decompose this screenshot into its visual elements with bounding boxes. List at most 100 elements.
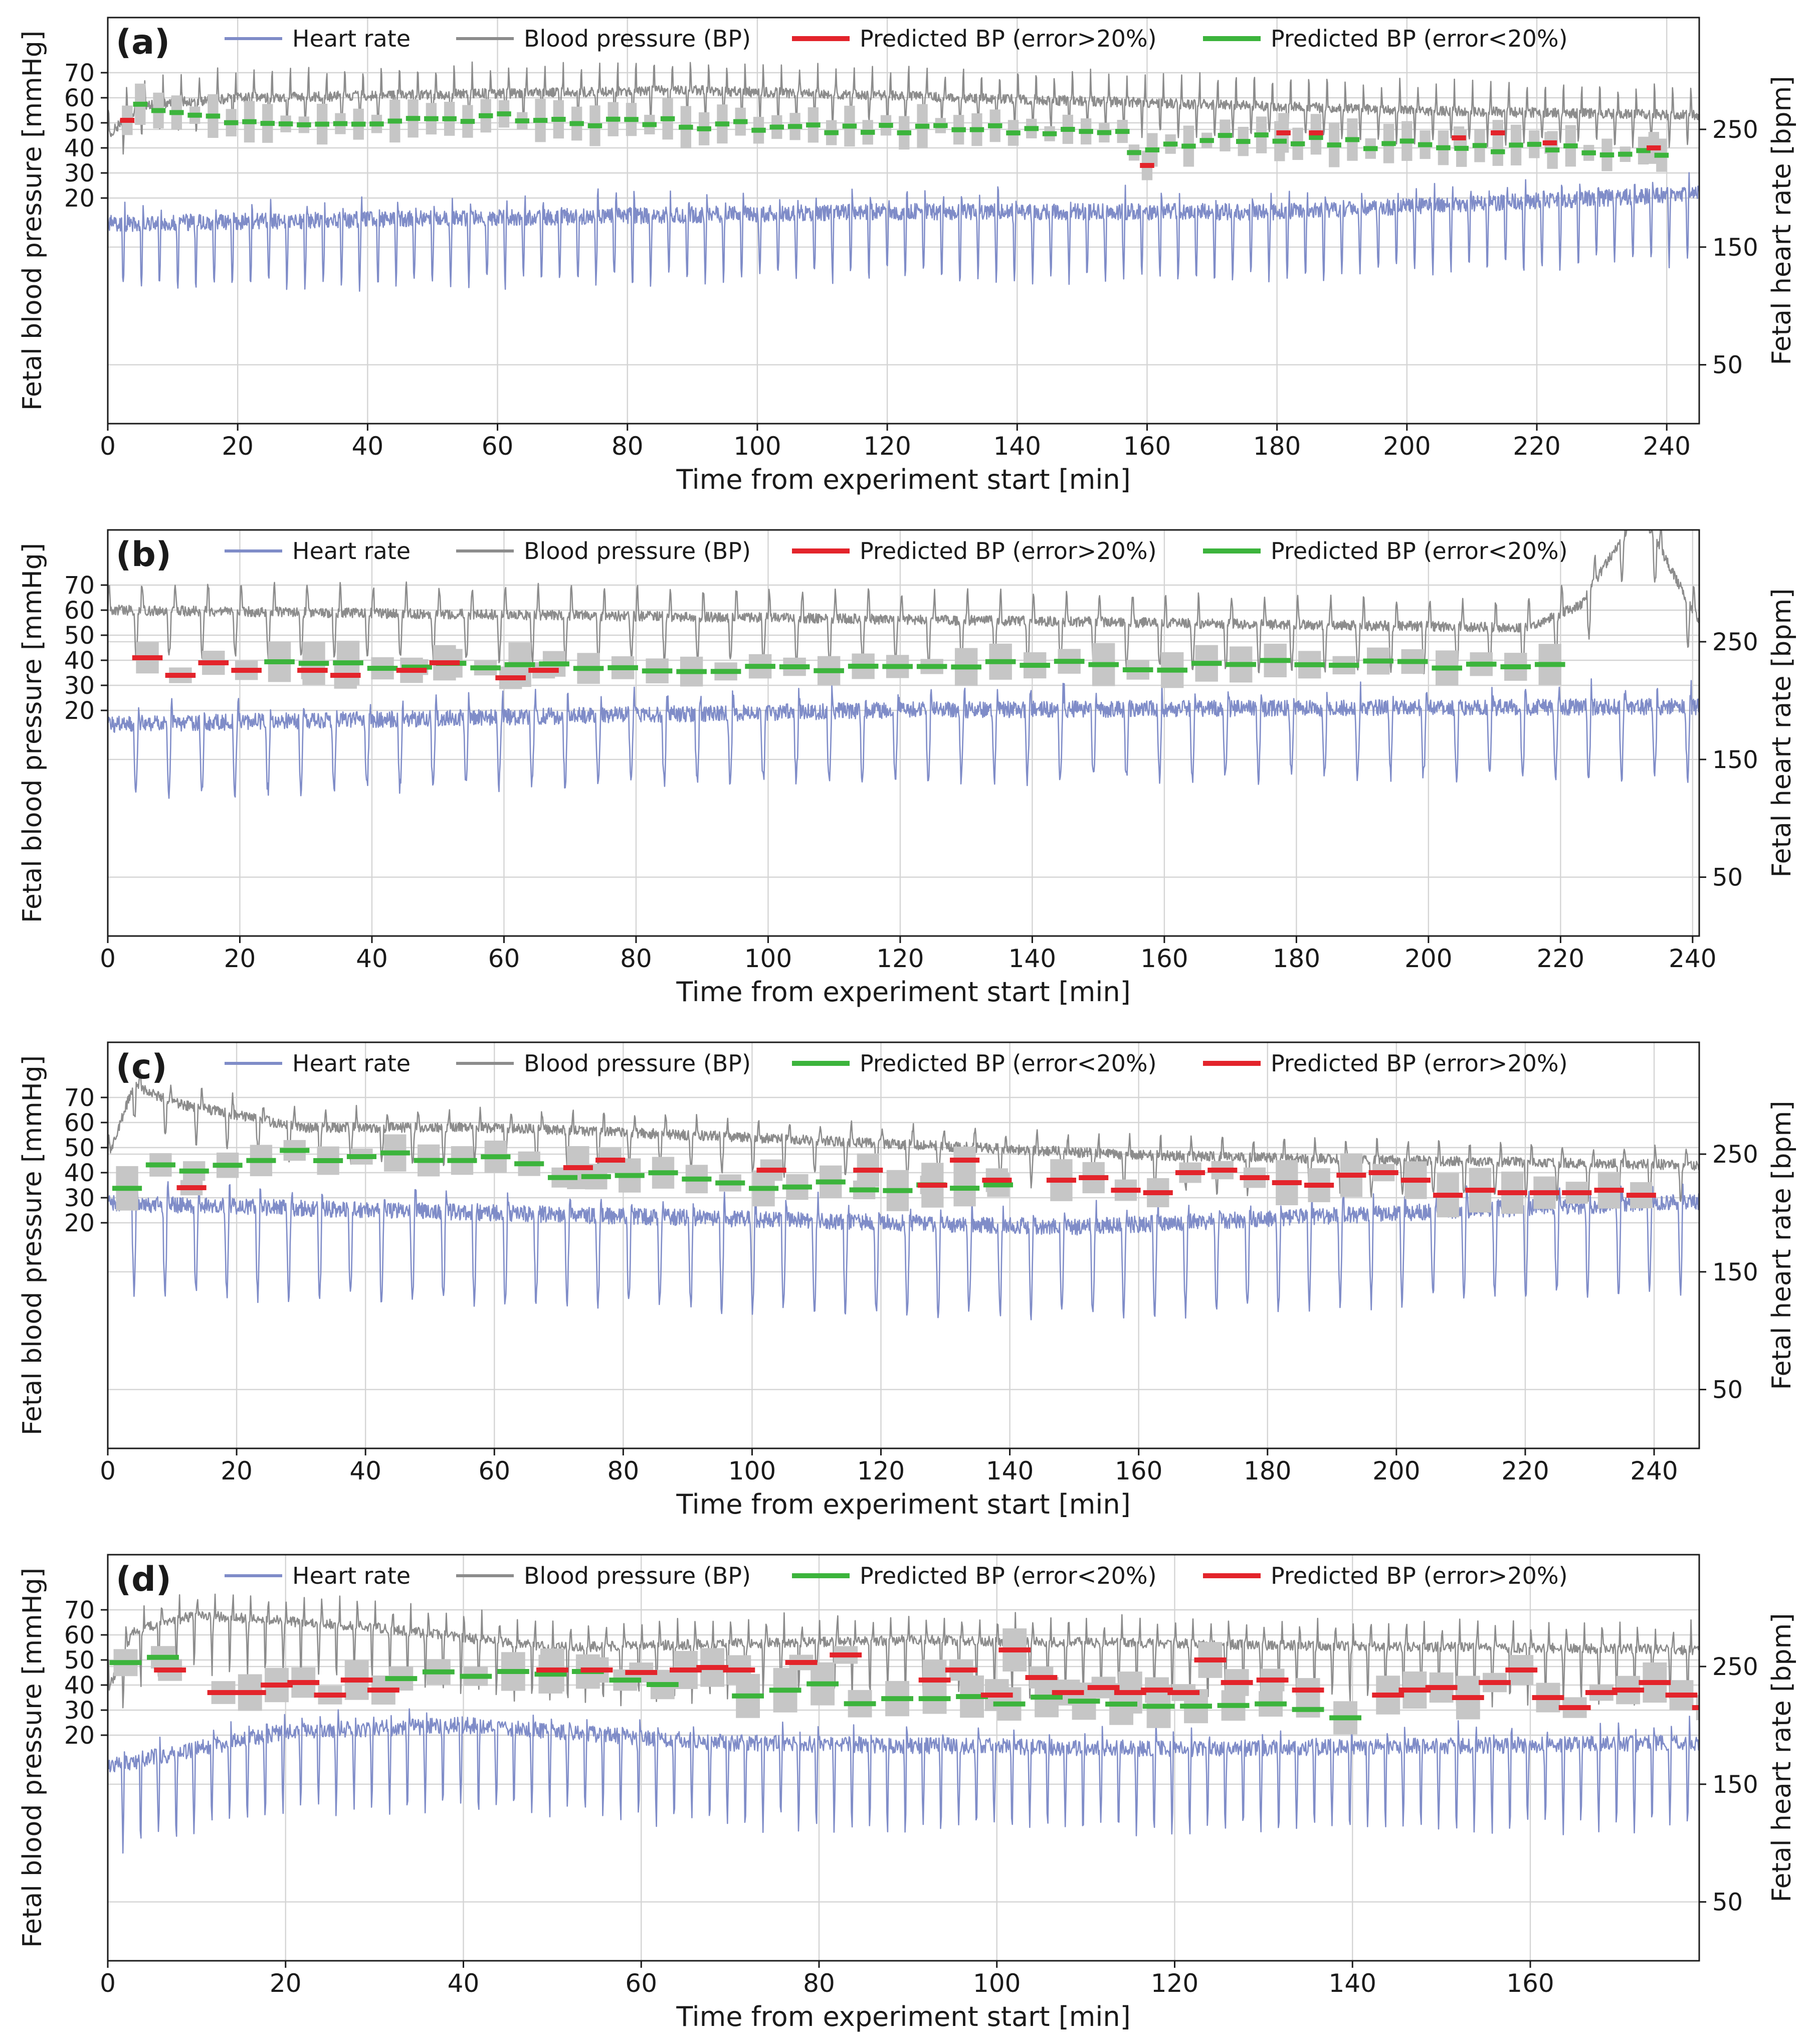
x-tick-label: 180 (1273, 944, 1320, 973)
x-tick-label: 220 (1537, 944, 1584, 973)
x-tick-label: 120 (876, 944, 924, 973)
x-tick-label: 120 (857, 1456, 905, 1485)
y-tick-label: 60 (64, 84, 95, 112)
y2-tick-label: 250 (1712, 1141, 1758, 1169)
x-tick-label: 160 (1123, 432, 1171, 461)
y-axis-right: 50 150 250 Fetal heart rate [bpm] (1699, 1613, 1797, 1917)
y-tick-label: 70 (64, 1084, 95, 1112)
y-tick-label: 70 (64, 572, 95, 600)
legend-label: Heart rate (292, 1050, 411, 1077)
y-tick-label: 20 (64, 184, 95, 213)
x-tick-label: 40 (356, 944, 388, 973)
y-axis-right: 50 150 250 Fetal heart rate [bpm] (1699, 1101, 1797, 1404)
y2-tick-label: 150 (1712, 1258, 1758, 1286)
x-axis-title: Time from experiment start [min] (676, 464, 1130, 495)
plot-frame (107, 1041, 1700, 1449)
x-tick-label: 160 (1140, 944, 1188, 973)
hr-series-line (108, 678, 1699, 799)
legend: Heart rate Blood pressure (BP) Predicted B… (225, 25, 1568, 52)
bp-series-line (108, 1069, 1699, 1202)
x-tick-label: 20 (224, 944, 256, 973)
y-tick-label: 30 (64, 1697, 95, 1725)
y-axis-title: Fetal blood pressure [mmHg] (18, 31, 48, 411)
x-tick-label: 200 (1372, 1456, 1420, 1485)
x-tick-label: 60 (625, 1969, 657, 1998)
x-tick-label: 140 (1329, 1969, 1376, 1998)
y-axis-title: Fetal blood pressure [mmHg] (18, 1055, 48, 1435)
prediction-marks (112, 1148, 1656, 1198)
y-axis-right: 50 150 250 Fetal heart rate [bpm] (1699, 76, 1797, 380)
panel-d: 0 20 40 60 80 100 120 140 160 Time from experimen… (18, 1554, 1797, 2032)
x-axis-title: Time from experiment start [min] (676, 2001, 1130, 2032)
legend: Heart rate Blood pressure (BP) Predicted B… (225, 1050, 1568, 1077)
y2-tick-label: 250 (1712, 116, 1758, 144)
y-tick-label: 20 (64, 1722, 95, 1750)
y-tick-label: 40 (64, 1671, 95, 1700)
bp-series-line (108, 530, 1699, 674)
panel-label: (c) (116, 1047, 167, 1087)
x-tick-label: 100 (728, 1456, 776, 1485)
x-tick-label: 160 (1115, 1456, 1162, 1485)
plot-frame (107, 529, 1700, 937)
x-tick-label: 180 (1253, 432, 1301, 461)
y2-tick-label: 150 (1712, 234, 1758, 262)
y-tick-label: 30 (64, 1184, 95, 1212)
gridlines (107, 530, 1699, 936)
panel-label: (b) (116, 535, 171, 575)
panel-label: (a) (116, 23, 170, 62)
legend: Heart rate Blood pressure (BP) Predicted B… (225, 537, 1568, 565)
x-tick-label: 80 (620, 944, 652, 973)
y-tick-label: 50 (64, 1134, 95, 1162)
legend-label: Blood pressure (BP) (524, 1562, 751, 1589)
x-tick-label: 120 (1151, 1969, 1198, 1998)
y2-axis-title: Fetal heart rate [bpm] (1767, 589, 1797, 878)
x-tick-label: 100 (744, 944, 792, 973)
x-tick-label: 240 (1669, 944, 1716, 973)
legend-label: Predicted BP (error>20%) (860, 25, 1157, 52)
legend-label: Blood pressure (BP) (524, 537, 751, 565)
x-tick-label: 80 (612, 432, 644, 461)
x-tick-label: 100 (973, 1969, 1021, 1998)
x-tick-label: 240 (1630, 1456, 1678, 1485)
legend-label: Heart rate (292, 537, 411, 565)
hr-series-line (108, 172, 1699, 292)
x-tick-label: 60 (482, 432, 514, 461)
legend-label: Predicted BP (error>20%) (860, 537, 1157, 565)
legend-label: Blood pressure (BP) (524, 1050, 751, 1077)
y2-tick-label: 50 (1712, 1376, 1743, 1404)
plot-frame (107, 17, 1700, 425)
legend-label: Predicted BP (error>20%) (1271, 1050, 1568, 1077)
x-tick-label: 220 (1513, 432, 1560, 461)
y-tick-label: 50 (64, 622, 95, 650)
y2-tick-label: 150 (1712, 1771, 1758, 1799)
y2-tick-label: 50 (1712, 351, 1743, 380)
x-tick-label: 60 (478, 1456, 510, 1485)
x-axis-title: Time from experiment start [min] (676, 1489, 1130, 1520)
y-tick-label: 20 (64, 697, 95, 725)
y2-tick-label: 250 (1712, 1653, 1758, 1681)
y-tick-label: 20 (64, 1209, 95, 1237)
x-tick-label: 60 (488, 944, 520, 973)
y2-axis-title: Fetal heart rate [bpm] (1767, 1613, 1797, 1903)
y-axis-title: Fetal blood pressure [mmHg] (18, 1568, 48, 1948)
y-tick-label: 60 (64, 597, 95, 625)
legend-label: Heart rate (292, 1562, 411, 1589)
y2-tick-label: 150 (1712, 746, 1758, 774)
x-axis-title: Time from experiment start [min] (676, 976, 1130, 1008)
x-tick-label: 80 (608, 1456, 640, 1485)
y-axis-title: Fetal blood pressure [mmHg] (18, 543, 48, 923)
x-axis: 0 20 40 60 80 100 120 140 160 180 200 220 240 Time fr… (100, 424, 1691, 495)
x-tick-label: 200 (1404, 944, 1452, 973)
x-axis: 0 20 40 60 80 100 120 140 160 Time from experimen… (100, 1961, 1554, 2032)
x-tick-label: 120 (863, 432, 911, 461)
x-tick-label: 20 (222, 432, 254, 461)
x-tick-label: 40 (448, 1969, 480, 1998)
plot-frame (107, 1554, 1700, 1962)
x-tick-label: 20 (221, 1456, 253, 1485)
y2-tick-label: 50 (1712, 1889, 1743, 1917)
x-tick-label: 80 (803, 1969, 835, 1998)
